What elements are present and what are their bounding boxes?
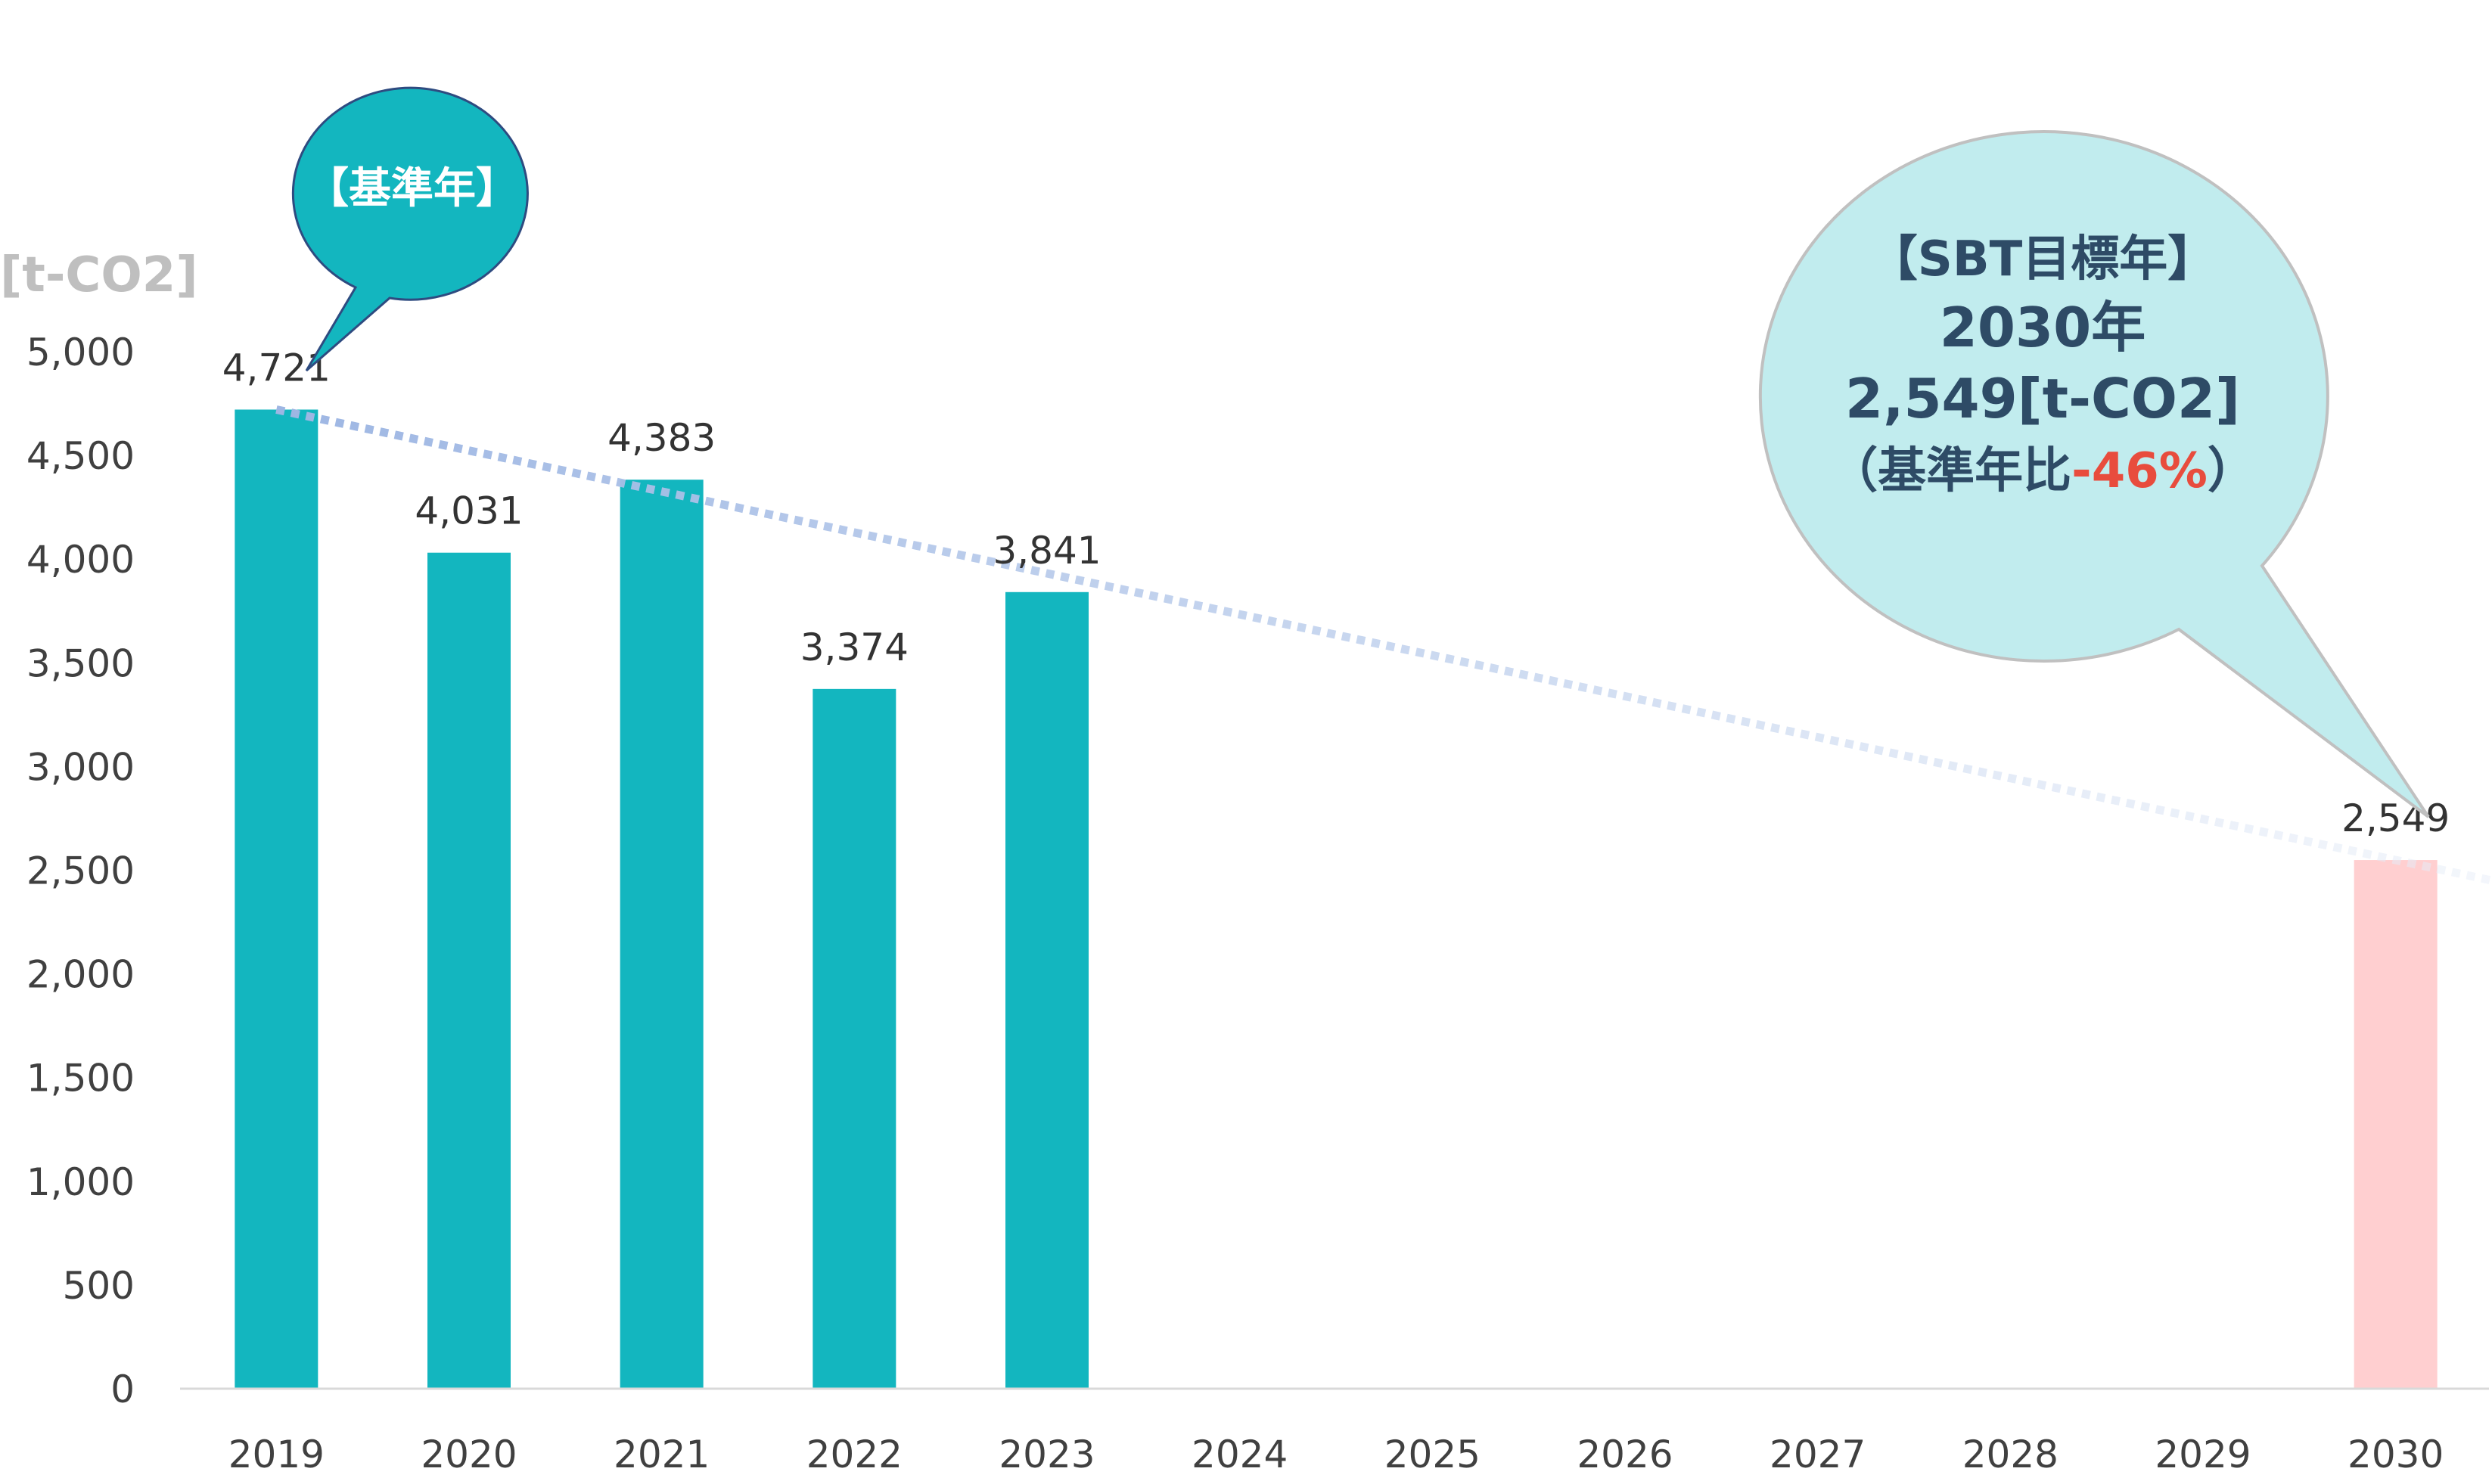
x-tick-label: 2030 [2348,1433,2444,1476]
bar-2022 [813,688,896,1389]
data-label-2020: 4,031 [415,489,523,533]
bar-2019 [235,409,318,1389]
x-axis-ticks: 2019 2020 2021 2022 2023 2024 2025 2026 2027 2028… [228,1433,2444,1476]
y-tick-label: 4,500 [26,434,135,478]
y-tick-label: 500 [63,1264,135,1308]
y-tick-label: 3,500 [26,641,135,685]
bars-group [235,409,2438,1389]
x-tick-label: 2021 [614,1433,710,1476]
y-tick-label: 2,000 [26,953,135,997]
y-tick-label: 1,500 [26,1057,135,1101]
y-axis-unit-label: [t-CO2] [0,247,198,303]
target-ratio-prefix: （基準年比 [1829,443,2071,499]
x-tick-label: 2020 [421,1433,517,1476]
target-callout: 【SBT目標年】 2030年 2,549[t-CO2] （基準年比-46%） [1758,130,2430,818]
x-tick-label: 2019 [228,1433,325,1476]
x-tick-label: 2027 [1770,1433,1866,1476]
data-label-2021: 4,383 [607,416,716,460]
target-ratio-suffix: ） [2208,443,2256,499]
x-tick-label: 2023 [999,1433,1095,1476]
y-tick-label: 5,000 [26,331,135,374]
bar-2023 [1005,591,1089,1389]
target-bubble-line4: （基準年比-46%） [1829,443,2256,499]
target-bubble [1758,130,2430,818]
y-tick-label: 0 [110,1368,135,1411]
x-tick-label: 2022 [806,1433,903,1476]
base-year-callout: 【基準年】 [291,86,529,372]
x-tick-label: 2029 [2155,1433,2251,1476]
data-label-2023: 3,841 [993,529,1101,573]
data-labels-group: 4,721 4,031 4,383 3,374 3,841 2,549 [222,346,2450,841]
data-label-2022: 3,374 [800,626,909,669]
target-bubble-line2: 2030年 [1940,296,2146,359]
y-tick-label: 3,000 [26,745,135,789]
x-tick-label: 2024 [1192,1433,1288,1476]
data-label-2019: 4,721 [222,346,331,390]
x-tick-label: 2028 [1962,1433,2059,1476]
target-bar-2030 [2354,860,2438,1389]
y-tick-label: 1,000 [26,1160,135,1204]
base-year-bubble-text: 【基準年】 [306,164,518,213]
bar-2021 [620,480,704,1389]
y-axis-ticks: 0 500 1,000 1,500 2,000 2,500 3,000 3,500 4,000 4… [26,331,135,1411]
target-bubble-line1: 【SBT目標年】 [1869,231,2217,287]
y-tick-label: 2,500 [26,849,135,893]
x-tick-label: 2025 [1384,1433,1481,1476]
x-tick-label: 2026 [1577,1433,1673,1476]
target-ratio-percent: -46% [2071,443,2208,499]
y-tick-label: 4,000 [26,538,135,582]
data-label-2030: 2,549 [2341,796,2450,840]
target-bubble-line3: 2,549[t-CO2] [1845,367,2240,430]
bar-2020 [427,552,511,1389]
base-year-bubble [291,86,529,372]
